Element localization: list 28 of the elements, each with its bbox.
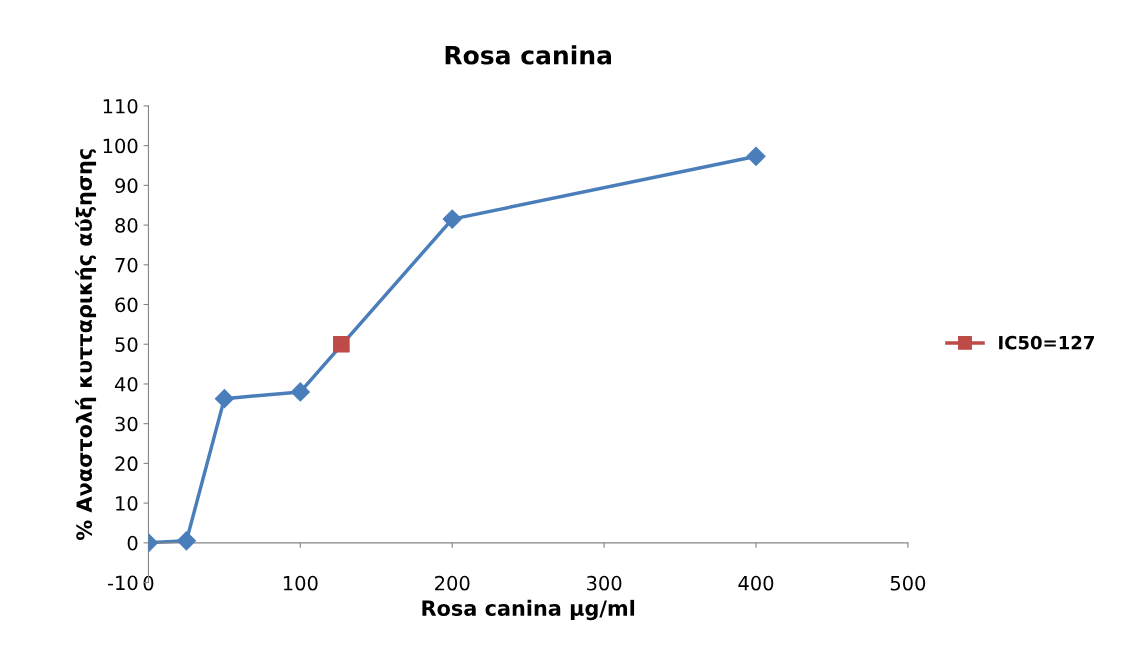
y-tick-label: 50 [115,337,138,352]
y-tick-label: 10 [116,496,138,511]
point [214,389,234,409]
x-tick-label: 300 [587,575,622,591]
point [176,531,196,551]
y-tick-label: 90 [115,178,138,194]
x-tick-label: 200 [435,575,470,591]
point [746,146,766,166]
x-tick-label: 400 [738,575,774,591]
y-tick-label: 110 [103,98,138,114]
y-tick-label: 80 [115,218,138,233]
point [333,335,350,353]
y-tick-label: 30 [115,416,138,432]
x-axis-title: Rosa canina μg/ml [422,599,635,621]
y-tick-label: 70 [115,257,138,273]
y-tick-label: 0 [127,535,138,551]
y-tick-label: 40 [114,376,138,392]
x-tick-label: 100 [283,575,318,591]
point [442,209,462,229]
point [290,382,310,402]
x-tick-label: 500 [890,575,926,591]
chart-title: Rosa canina [445,45,612,65]
y-tick-label: 100 [103,138,138,154]
y-tick-label: 60 [115,297,138,313]
y-tick-label: 20 [115,456,138,472]
y-tick-label: -10 [107,575,138,591]
legend-label: IC50=127 [999,335,1094,350]
y-axis-title: % Αναστολή κυτταρικής αύξησης [75,149,97,540]
